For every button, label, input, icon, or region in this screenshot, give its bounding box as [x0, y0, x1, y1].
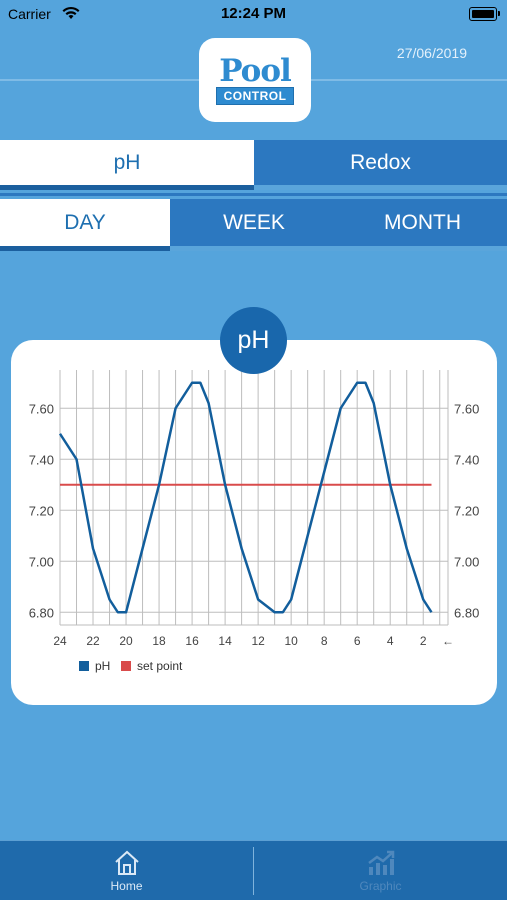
legend-swatch-ph [79, 661, 89, 671]
legend-swatch-set-point [121, 661, 131, 671]
x-tick-label: 14 [218, 634, 232, 648]
nav-graphic-label: Graphic [359, 878, 402, 893]
sensor-tabs: pH Redox [0, 140, 507, 190]
x-tick-label: ← [442, 634, 454, 648]
x-tick-label: 8 [321, 634, 328, 648]
y-tick-label-left: 7.20 [29, 503, 54, 518]
logo-control-text: CONTROL [215, 86, 295, 105]
home-icon [114, 850, 139, 875]
pool-control-logo: Pool CONTROL [199, 38, 311, 122]
graphic-icon [367, 850, 394, 875]
x-tick-label: 22 [86, 634, 100, 648]
ph-chart: 6.80 6.80 7.00 7.00 7.20 7.20 7.40 7.40 7.60 7.60… [29, 370, 479, 673]
period-tabs: DAY WEEK MONTH [0, 199, 507, 251]
tab-month-label: MONTH [384, 210, 461, 234]
y-tick-label-left: 7.60 [29, 401, 54, 416]
tab-redox[interactable]: Redox [254, 140, 507, 190]
y-tick-label-right: 7.20 [454, 503, 479, 518]
x-tick-label: 24 [53, 634, 67, 648]
tab-ph[interactable]: pH [0, 140, 254, 190]
nav-home-label: Home [110, 878, 143, 893]
x-tick-label: 20 [119, 634, 133, 648]
x-tick-label: 12 [251, 634, 265, 648]
x-tick-label: 6 [354, 634, 361, 648]
y-tick-label-right: 6.80 [454, 605, 479, 620]
tab-day-label: DAY [64, 210, 106, 234]
x-tick-label: 16 [185, 634, 199, 648]
wifi-icon [62, 6, 80, 19]
tab-day[interactable]: DAY [0, 199, 170, 251]
tab-redox-label: Redox [350, 150, 411, 174]
y-tick-label-left: 7.00 [29, 554, 54, 569]
chart-badge: pH [220, 307, 287, 374]
chart-card: 6.80 6.80 7.00 7.00 7.20 7.20 7.40 7.40 7.60 7.60… [11, 340, 497, 705]
tabs-divider [0, 193, 507, 196]
x-tick-label: 10 [284, 634, 298, 648]
tab-ph-label: pH [113, 150, 141, 174]
nav-home[interactable]: Home [0, 841, 253, 900]
y-tick-label-right: 7.00 [454, 554, 479, 569]
y-tick-label-left: 6.80 [29, 605, 54, 620]
x-tick-label: 4 [387, 634, 394, 648]
y-tick-label-right: 7.60 [454, 401, 479, 416]
current-date: 27/06/2019 [396, 45, 467, 61]
logo-pool-text: Pool [219, 52, 292, 89]
nav-graphic[interactable]: Graphic [254, 841, 507, 900]
carrier-label: Carrier [8, 6, 51, 22]
x-tick-label: 2 [420, 634, 427, 648]
chart-badge-label: pH [237, 326, 270, 354]
status-time: 12:24 PM [220, 5, 287, 22]
tab-month[interactable]: MONTH [338, 199, 507, 251]
y-tick-label-left: 7.40 [29, 452, 54, 467]
y-tick-label-right: 7.40 [454, 452, 479, 467]
nav-divider [253, 847, 254, 895]
ph-line [58, 381, 433, 614]
tab-week-label: WEEK [223, 210, 285, 234]
bottom-nav: Home Graphic [0, 840, 507, 900]
legend-label-ph: pH [95, 659, 110, 673]
legend-label-set-point: set point [137, 659, 183, 673]
tab-week[interactable]: WEEK [170, 199, 338, 251]
battery-icon [469, 7, 500, 21]
status-bar: Carrier 12:24 PM [0, 0, 507, 30]
x-tick-label: 18 [152, 634, 166, 648]
